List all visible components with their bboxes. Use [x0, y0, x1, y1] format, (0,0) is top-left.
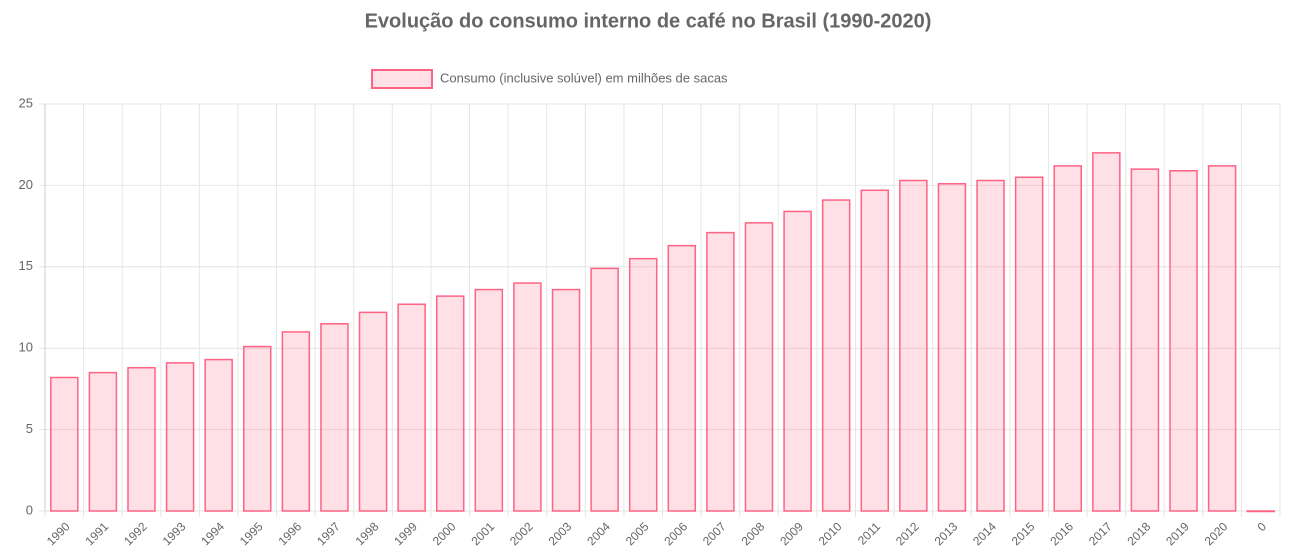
- bar: [435, 295, 465, 512]
- x-tick-label: 2015: [1009, 519, 1038, 548]
- x-tick-label: 2002: [507, 519, 536, 548]
- bar: [667, 244, 697, 512]
- x-tick-label: 1991: [82, 519, 111, 548]
- bar: [204, 358, 233, 512]
- bar: [397, 303, 426, 512]
- bar: [127, 366, 156, 512]
- bar: [474, 288, 504, 512]
- x-tick-label: 2008: [739, 519, 768, 548]
- bar: [937, 183, 967, 512]
- x-tick-label: 2001: [468, 519, 497, 548]
- x-tick-label: 2019: [1163, 519, 1192, 548]
- x-tick-label: 2004: [584, 519, 613, 548]
- x-tick-label: 2011: [855, 519, 883, 547]
- bar: [50, 376, 79, 512]
- x-tick-label: 1996: [275, 519, 304, 548]
- bar: [1207, 165, 1237, 512]
- bar: [744, 222, 774, 512]
- legend-label: Consumo (inclusive solúvel) em milhões d…: [440, 70, 728, 85]
- y-tick-label: 0: [26, 502, 33, 517]
- x-tick-label: 1990: [44, 519, 73, 548]
- bar: [1053, 165, 1082, 512]
- x-tick-label: 1994: [198, 519, 227, 548]
- x-tick-label: 1998: [353, 519, 382, 548]
- x-tick-label: 2012: [893, 519, 922, 548]
- y-tick-label: 25: [19, 95, 33, 110]
- bar: [165, 362, 195, 512]
- x-tick-label: 2018: [1125, 519, 1154, 548]
- bar: [976, 179, 1005, 512]
- x-tick-label: 2014: [970, 519, 999, 548]
- bar: [1246, 510, 1275, 513]
- x-tick-label: 2020: [1202, 519, 1231, 548]
- bar: [88, 371, 118, 512]
- bar: [860, 189, 890, 512]
- y-tick-label: 15: [19, 258, 33, 273]
- bar: [628, 257, 658, 512]
- bar: [1014, 176, 1044, 512]
- x-tick-label: 2016: [1047, 519, 1076, 548]
- x-tick-label: 2013: [932, 519, 961, 548]
- bar: [706, 231, 735, 512]
- bar: [243, 345, 272, 512]
- x-tick-label: 1995: [237, 519, 266, 548]
- bar: [320, 323, 349, 512]
- bar: [358, 311, 388, 512]
- x-tick-label: 2010: [816, 519, 845, 548]
- bar: [281, 331, 311, 512]
- bar: [783, 210, 812, 512]
- y-tick-label: 10: [19, 340, 33, 355]
- y-tick-label: 20: [19, 177, 33, 192]
- x-tick-label: 2017: [1086, 519, 1115, 548]
- x-tick-label: 2007: [700, 519, 729, 548]
- legend-swatch: [371, 69, 433, 89]
- y-tick-label: 5: [26, 421, 33, 436]
- x-tick-label: 1999: [391, 519, 420, 548]
- x-tick-label: 0: [1254, 519, 1269, 534]
- bar: [1092, 152, 1121, 512]
- bar: [899, 179, 928, 512]
- x-tick-label: 1993: [160, 519, 189, 548]
- x-tick-label: 1997: [314, 519, 343, 548]
- bar: [590, 267, 619, 512]
- bar: [551, 288, 581, 512]
- x-tick-label: 1992: [121, 519, 150, 548]
- bar: [513, 282, 542, 512]
- x-tick-label: 2003: [546, 519, 575, 548]
- chart-title: Evolução do consumo interno de café no B…: [365, 10, 932, 32]
- x-tick-label: 2009: [777, 519, 806, 548]
- x-tick-label: 2005: [623, 519, 652, 548]
- bar: [1169, 169, 1198, 512]
- x-tick-label: 2000: [430, 519, 459, 548]
- bar: [821, 199, 851, 512]
- bar: [1130, 168, 1160, 512]
- x-tick-label: 2006: [661, 519, 690, 548]
